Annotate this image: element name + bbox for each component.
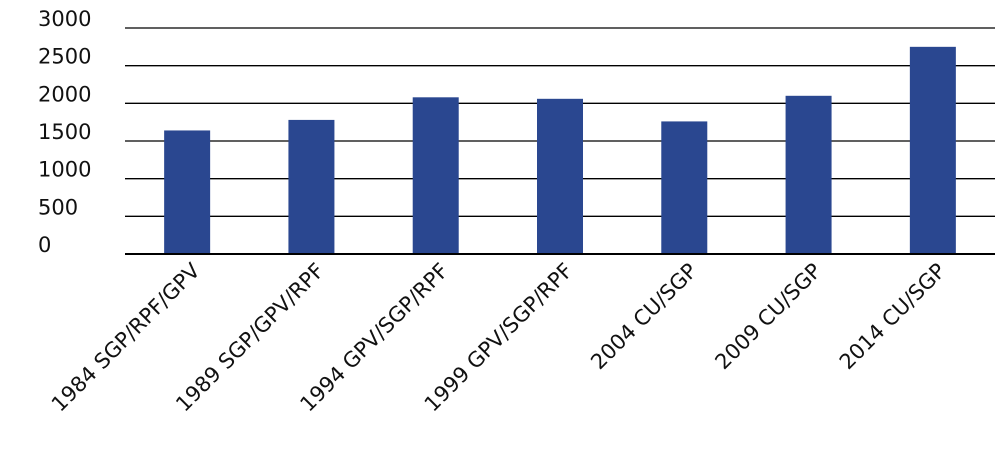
bar-3 (412, 97, 459, 254)
bar-5 (661, 121, 708, 254)
bar-1 (164, 130, 211, 254)
bar-6 (785, 95, 832, 254)
y-tick-label: 1500 (38, 120, 91, 144)
y-tick-label: 1000 (38, 158, 91, 182)
x-category-label: 2009 CU/SGP (710, 259, 826, 375)
x-category-label: 2004 CU/SGP (586, 259, 702, 375)
bar-7 (909, 46, 956, 255)
y-axis-ticks: 0 500 1000 1500 2000 2500 3000 (38, 7, 91, 257)
y-tick-label: 2500 (38, 45, 91, 69)
bars (164, 46, 956, 255)
y-tick-label: 3000 (38, 7, 91, 31)
y-tick-label: 0 (38, 233, 51, 257)
y-tick-label: 500 (38, 195, 78, 219)
bar-4 (537, 98, 583, 255)
y-tick-label: 2000 (38, 82, 91, 106)
x-category-label: 2014 CU/SGP (835, 259, 951, 375)
bar-2 (288, 119, 335, 254)
